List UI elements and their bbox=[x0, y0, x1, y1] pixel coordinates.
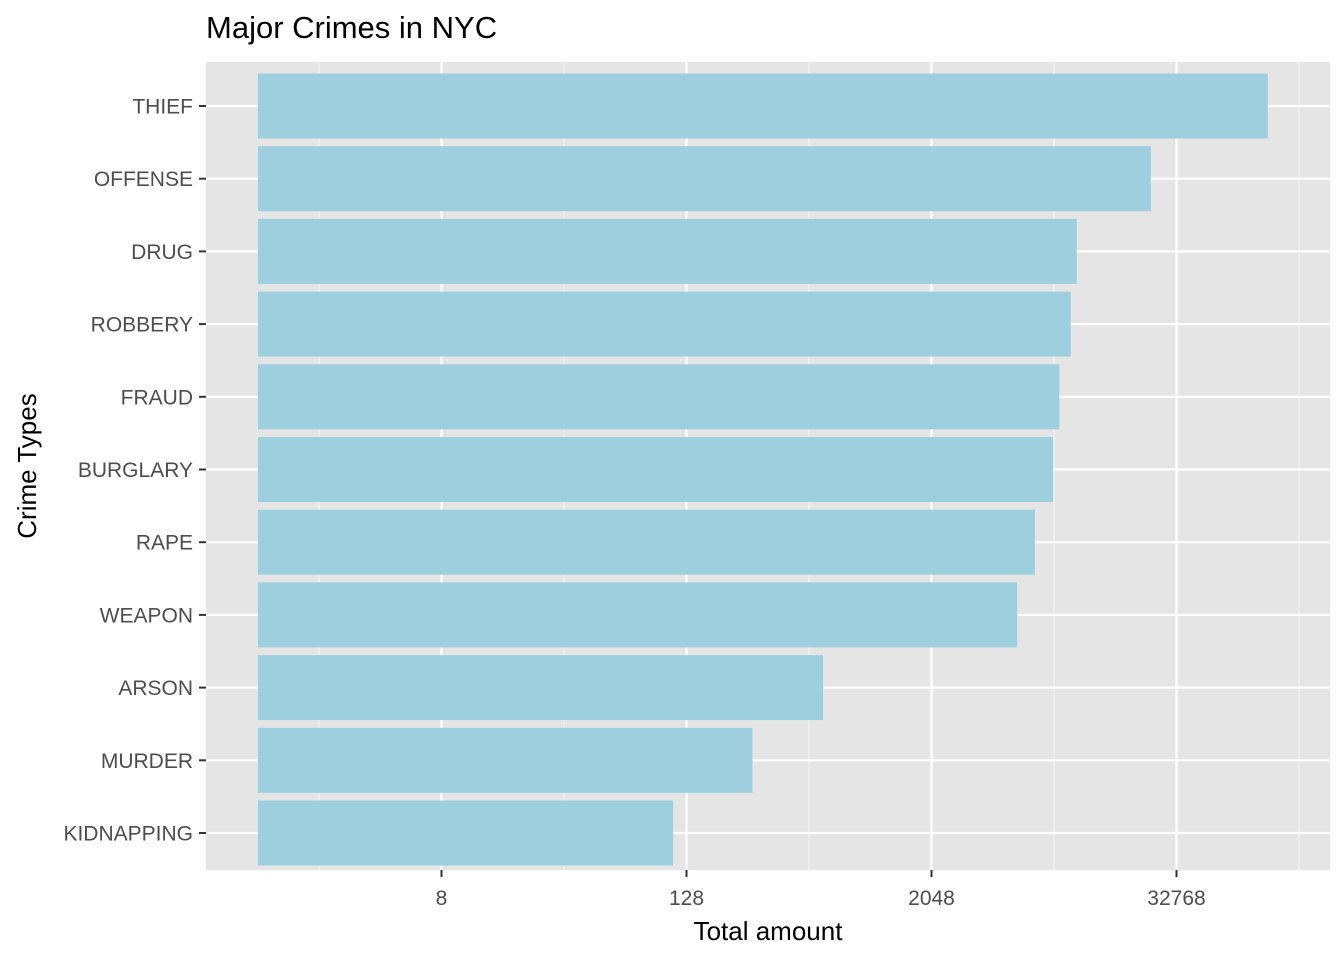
x-tick-label: 8 bbox=[436, 887, 448, 910]
bar-rape bbox=[258, 509, 1035, 575]
x-axis-title: Total amount bbox=[694, 916, 844, 946]
y-tick-label: MURDER bbox=[101, 750, 193, 773]
x-tick-label: 32768 bbox=[1147, 887, 1205, 910]
chart-title: Major Crimes in NYC bbox=[206, 10, 497, 45]
y-tick-label: THIEF bbox=[132, 96, 193, 119]
bar-thief bbox=[258, 73, 1268, 139]
bar-offense bbox=[258, 146, 1151, 212]
bar-weapon bbox=[258, 582, 1018, 648]
x-tick-label: 128 bbox=[669, 887, 704, 910]
bar-arson bbox=[258, 655, 824, 721]
bar-robbery bbox=[258, 291, 1071, 357]
y-tick-label: DRUG bbox=[131, 241, 193, 264]
y-tick-label: ARSON bbox=[118, 677, 193, 700]
x-tick-label: 2048 bbox=[908, 887, 955, 910]
bar-fraud bbox=[258, 364, 1060, 430]
y-tick-label: FRAUD bbox=[121, 386, 193, 409]
y-axis: THIEF OFFENSE DRUG ROBBERY FRAUD BURGLARY RAPE… bbox=[63, 96, 206, 846]
bar-burglary bbox=[258, 437, 1054, 502]
y-tick-label: WEAPON bbox=[100, 604, 193, 627]
bars bbox=[258, 73, 1268, 866]
y-tick-label: KIDNAPPING bbox=[63, 823, 193, 846]
y-axis-title: Crime Types bbox=[12, 393, 42, 538]
x-axis: 8 128 2048 32768 bbox=[436, 870, 1206, 910]
y-tick-label: ROBBERY bbox=[91, 314, 193, 337]
bar-drug bbox=[258, 218, 1077, 284]
y-tick-label: BURGLARY bbox=[78, 459, 193, 482]
y-tick-label: RAPE bbox=[136, 532, 193, 555]
bar-kidnapping bbox=[258, 800, 674, 866]
y-tick-label: OFFENSE bbox=[94, 168, 193, 191]
bar-murder bbox=[258, 727, 753, 793]
